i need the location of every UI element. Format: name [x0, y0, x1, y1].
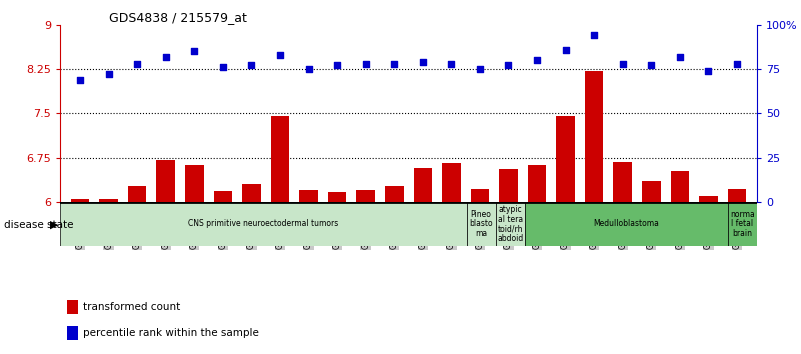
Bar: [557, 116, 575, 202]
Bar: [728, 202, 757, 246]
Point: [388, 61, 400, 67]
Bar: [271, 116, 289, 202]
Point: [417, 59, 429, 65]
Point: [674, 54, 686, 59]
Bar: [413, 168, 432, 202]
Text: Pineo
blasto
ma: Pineo blasto ma: [469, 210, 493, 238]
Bar: [699, 196, 718, 202]
Bar: [499, 169, 517, 202]
Text: GDS4838 / 215579_at: GDS4838 / 215579_at: [109, 11, 247, 24]
Bar: [185, 165, 203, 202]
Bar: [385, 186, 404, 202]
Bar: [585, 71, 603, 202]
Bar: [466, 202, 496, 246]
Bar: [528, 165, 546, 202]
Point: [530, 57, 543, 63]
Text: norma
l fetal
brain: norma l fetal brain: [730, 210, 755, 238]
Point: [274, 52, 287, 58]
Bar: [670, 171, 689, 202]
Bar: [642, 181, 661, 202]
Text: disease state: disease state: [4, 220, 74, 230]
Bar: [67, 326, 78, 340]
Point: [302, 66, 315, 72]
Bar: [727, 189, 747, 202]
Text: percentile rank within the sample: percentile rank within the sample: [83, 328, 260, 338]
Point: [445, 61, 457, 67]
Point: [473, 66, 486, 72]
Point: [103, 72, 115, 77]
Text: ▶: ▶: [50, 220, 58, 230]
Point: [188, 48, 201, 54]
Point: [588, 33, 601, 38]
Bar: [525, 202, 728, 246]
Bar: [442, 164, 461, 202]
Bar: [356, 190, 375, 202]
Point: [731, 61, 743, 67]
Bar: [156, 160, 175, 202]
Bar: [614, 162, 632, 202]
Point: [159, 54, 172, 59]
Point: [216, 64, 229, 70]
Bar: [128, 186, 147, 202]
Bar: [99, 199, 118, 202]
Point: [502, 63, 515, 68]
Text: transformed count: transformed count: [83, 302, 180, 313]
Bar: [70, 199, 90, 202]
Bar: [67, 301, 78, 314]
Bar: [496, 202, 525, 246]
Point: [645, 63, 658, 68]
Point: [702, 68, 714, 74]
Text: Medulloblastoma: Medulloblastoma: [594, 219, 659, 228]
Point: [245, 63, 258, 68]
Bar: [60, 202, 466, 246]
Bar: [300, 190, 318, 202]
Bar: [471, 189, 489, 202]
Point: [559, 47, 572, 52]
Point: [360, 61, 372, 67]
Text: atypic
al tera
toid/rh
abdoid: atypic al tera toid/rh abdoid: [497, 205, 523, 243]
Bar: [214, 191, 232, 202]
Point: [616, 61, 629, 67]
Text: CNS primitive neuroectodermal tumors: CNS primitive neuroectodermal tumors: [188, 219, 339, 228]
Bar: [328, 192, 346, 202]
Bar: [242, 184, 260, 202]
Point: [331, 63, 344, 68]
Point: [74, 77, 87, 82]
Point: [131, 61, 143, 67]
